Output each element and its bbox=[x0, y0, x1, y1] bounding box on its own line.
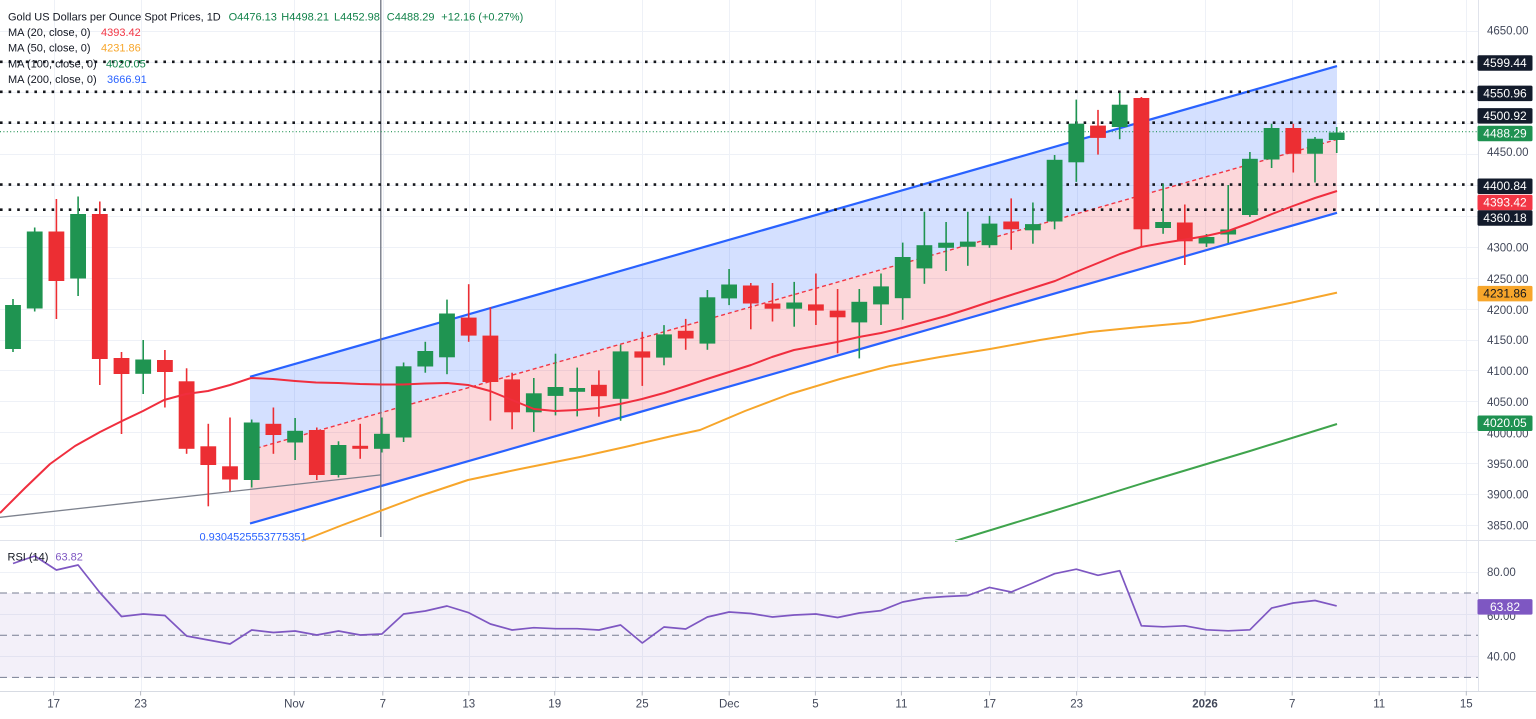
svg-text:7: 7 bbox=[1289, 699, 1295, 711]
svg-text:4250.00: 4250.00 bbox=[1487, 274, 1529, 286]
svg-text:11: 11 bbox=[1373, 699, 1385, 711]
svg-text:4650.00: 4650.00 bbox=[1487, 26, 1529, 38]
svg-text:63.82: 63.82 bbox=[55, 552, 83, 564]
svg-text:4020.05: 4020.05 bbox=[1483, 416, 1527, 430]
svg-text:17: 17 bbox=[983, 699, 996, 711]
svg-text:4393.42: 4393.42 bbox=[101, 27, 141, 39]
svg-text:17: 17 bbox=[47, 699, 60, 711]
svg-text:4231.86: 4231.86 bbox=[101, 43, 141, 55]
svg-text:4550.96: 4550.96 bbox=[1483, 86, 1527, 100]
svg-text:23: 23 bbox=[134, 699, 147, 711]
svg-text:4488.29: 4488.29 bbox=[1483, 126, 1527, 140]
svg-text:23: 23 bbox=[1070, 699, 1083, 711]
svg-text:2026: 2026 bbox=[1192, 699, 1218, 711]
svg-text:Nov: Nov bbox=[284, 699, 305, 711]
svg-text:5: 5 bbox=[812, 699, 818, 711]
svg-text:Dec: Dec bbox=[719, 699, 740, 711]
svg-text:3850.00: 3850.00 bbox=[1487, 520, 1529, 532]
svg-text:RSI (14): RSI (14) bbox=[8, 552, 49, 564]
svg-text:15: 15 bbox=[1460, 699, 1473, 711]
svg-text:40.00: 40.00 bbox=[1487, 651, 1516, 663]
svg-text:H4498.21: H4498.21 bbox=[281, 11, 329, 23]
svg-text:3950.00: 3950.00 bbox=[1487, 459, 1529, 471]
svg-text:4300.00: 4300.00 bbox=[1487, 243, 1529, 255]
svg-text:+12.16 (+0.27%): +12.16 (+0.27%) bbox=[441, 11, 523, 23]
svg-text:4100.00: 4100.00 bbox=[1487, 366, 1529, 378]
svg-text:MA (20, close, 0): MA (20, close, 0) bbox=[8, 27, 91, 39]
svg-text:4360.18: 4360.18 bbox=[1483, 211, 1527, 225]
svg-text:Gold US Dollars per Ounce Spot: Gold US Dollars per Ounce Spot Prices, 1… bbox=[8, 11, 221, 23]
svg-text:4000.00: 4000.00 bbox=[1487, 428, 1529, 440]
svg-text:O4476.13: O4476.13 bbox=[229, 11, 277, 23]
svg-text:4050.00: 4050.00 bbox=[1487, 397, 1529, 409]
svg-text:4150.00: 4150.00 bbox=[1487, 335, 1529, 347]
svg-text:80.00: 80.00 bbox=[1487, 567, 1516, 579]
svg-text:4200.00: 4200.00 bbox=[1487, 305, 1529, 317]
svg-text:MA (100, close, 0): MA (100, close, 0) bbox=[8, 58, 97, 70]
svg-text:4450.00: 4450.00 bbox=[1487, 147, 1529, 159]
svg-text:4400.84: 4400.84 bbox=[1483, 179, 1527, 193]
svg-text:25: 25 bbox=[636, 699, 649, 711]
svg-text:MA (50, close, 0): MA (50, close, 0) bbox=[8, 43, 91, 55]
svg-text:MA (200, close, 0): MA (200, close, 0) bbox=[8, 74, 97, 86]
svg-text:C4488.29: C4488.29 bbox=[387, 11, 435, 23]
svg-text:63.82: 63.82 bbox=[1490, 600, 1520, 614]
svg-text:4599.44: 4599.44 bbox=[1483, 56, 1527, 70]
svg-text:7: 7 bbox=[380, 699, 386, 711]
svg-text:0.9304525553775351: 0.9304525553775351 bbox=[200, 532, 307, 544]
svg-text:13: 13 bbox=[462, 699, 475, 711]
svg-text:4020.05: 4020.05 bbox=[106, 58, 146, 70]
svg-text:4393.42: 4393.42 bbox=[1483, 196, 1527, 210]
svg-text:4231.86: 4231.86 bbox=[1483, 287, 1527, 301]
svg-text:19: 19 bbox=[548, 699, 561, 711]
svg-text:L4452.98: L4452.98 bbox=[334, 11, 380, 23]
svg-text:3900.00: 3900.00 bbox=[1487, 490, 1529, 502]
svg-text:11: 11 bbox=[895, 699, 907, 711]
svg-text:3666.91: 3666.91 bbox=[107, 74, 147, 86]
svg-text:4500.92: 4500.92 bbox=[1483, 109, 1527, 123]
